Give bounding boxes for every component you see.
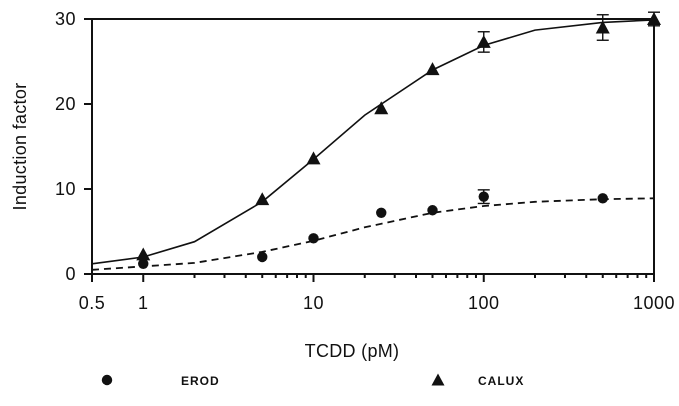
x-tick-label: 10 xyxy=(303,293,324,313)
erod-data-point xyxy=(376,207,387,218)
x-tick-label: 100 xyxy=(468,293,500,313)
y-tick-label: 30 xyxy=(55,9,76,29)
y-tick-label: 0 xyxy=(65,264,76,284)
x-tick-label: 0.5 xyxy=(79,293,106,313)
calux-legend-marker xyxy=(431,373,445,386)
x-axis-label: TCDD (pM) xyxy=(305,341,400,361)
erod-legend-label: EROD xyxy=(181,374,220,388)
erod-fit-line xyxy=(91,197,655,271)
erod-data-point xyxy=(478,191,489,202)
erod-data-point xyxy=(257,251,268,263)
x-tick-label: 1 xyxy=(138,293,149,313)
erod-legend-marker xyxy=(101,374,113,386)
x-tick-label: 1000 xyxy=(633,293,675,313)
calux-data-point xyxy=(647,12,661,25)
erod-data-point xyxy=(427,205,438,216)
calux-data-point xyxy=(476,34,491,48)
calux-data-point xyxy=(306,151,321,165)
erod-data-point xyxy=(138,258,149,269)
calux-data-point xyxy=(595,20,610,34)
erod-data-point xyxy=(308,233,319,244)
calux-data-point xyxy=(425,62,440,76)
y-tick-label: 20 xyxy=(55,94,76,114)
calux-data-point xyxy=(136,247,151,261)
y-axis-label: Induction factor xyxy=(10,83,30,211)
calux-data-point xyxy=(255,192,270,206)
y-tick-label: 10 xyxy=(55,179,76,199)
erod-data-point xyxy=(597,193,608,204)
calux-data-point xyxy=(374,101,389,115)
calux-legend-label: CALUX xyxy=(478,374,524,388)
calux-fit-line xyxy=(91,19,655,265)
